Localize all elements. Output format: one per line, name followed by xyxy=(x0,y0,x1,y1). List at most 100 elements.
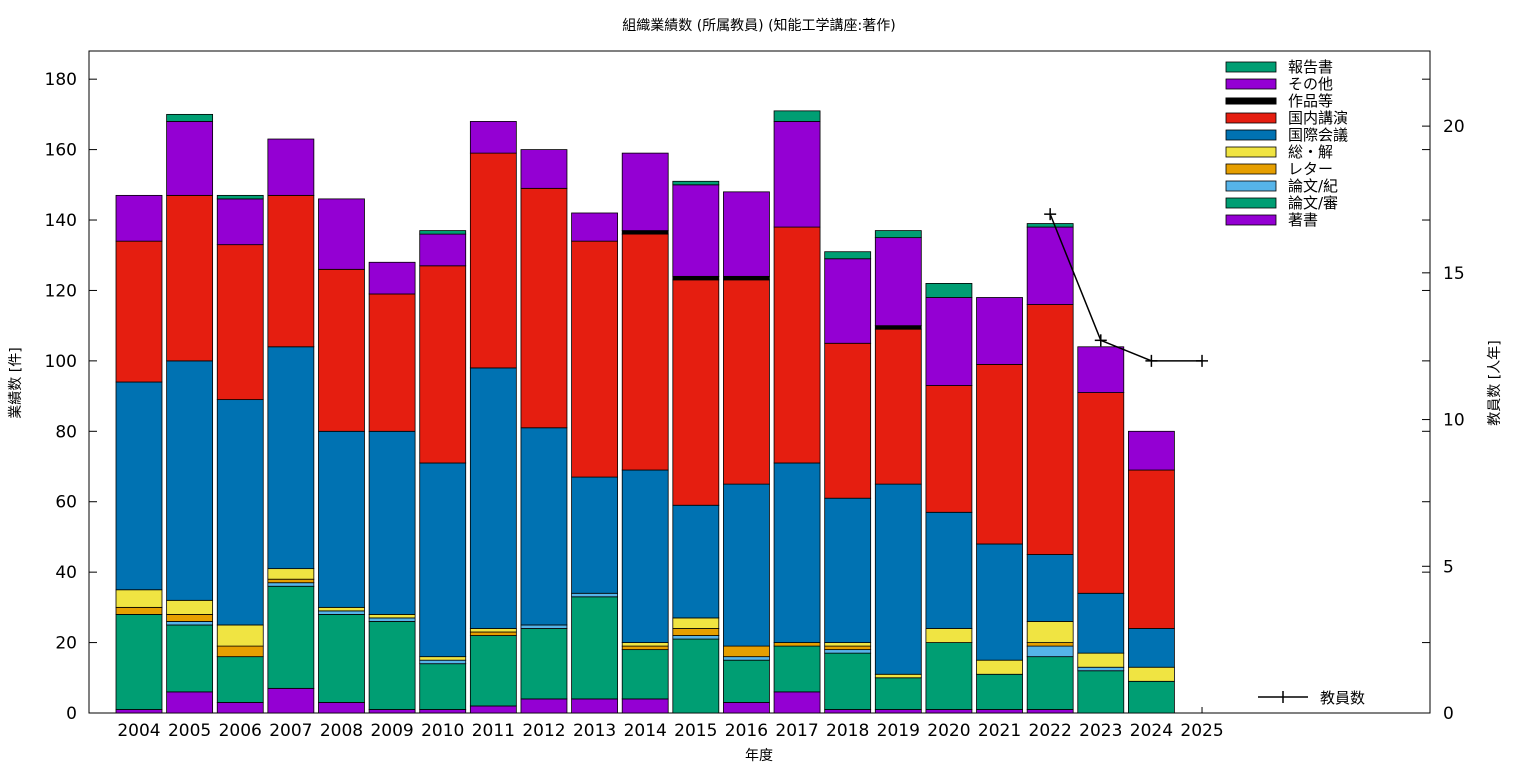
x-tick-label: 2024 xyxy=(1130,721,1173,741)
bar-segment-8 xyxy=(874,325,922,330)
bar-segment-1 xyxy=(1026,709,1074,714)
y-tick-label: 0 xyxy=(66,704,77,724)
bar-segment-10 xyxy=(672,180,720,186)
x-tick-label: 2021 xyxy=(978,721,1021,741)
legend-label: 論文/審 xyxy=(1288,194,1338,212)
y-tick-label: 60 xyxy=(55,493,77,513)
bar-segment-9 xyxy=(1077,346,1125,393)
legend-label: 報告書 xyxy=(1288,58,1333,76)
bar-segment-1 xyxy=(824,709,872,714)
bar-segment-9 xyxy=(1128,430,1175,471)
bar-segment-3 xyxy=(368,617,416,622)
x-tick-label: 2016 xyxy=(725,721,768,741)
bar-segment-2 xyxy=(672,638,720,714)
legend-swatch xyxy=(1225,197,1277,209)
bar-segment-4 xyxy=(166,614,214,622)
line-series xyxy=(1049,213,1203,362)
bar-segment-1 xyxy=(318,702,365,714)
bar-segment-9 xyxy=(368,261,416,295)
bar-segment-9 xyxy=(874,237,922,327)
legend-label: 作品等 xyxy=(1288,92,1333,110)
bar-segment-1 xyxy=(115,709,163,714)
bar-segment-6 xyxy=(925,511,973,629)
bar-segment-2 xyxy=(571,596,618,700)
legend-label: 国内講演 xyxy=(1288,109,1348,127)
legend-label: 著書 xyxy=(1288,211,1318,229)
x-tick-label: 2012 xyxy=(522,721,565,741)
bar-segment-10 xyxy=(419,230,467,235)
bar-segment-3 xyxy=(1077,666,1125,672)
bar-segment-7 xyxy=(115,240,163,383)
bar-segment-7 xyxy=(216,244,264,401)
bar-segment-5 xyxy=(166,599,214,615)
bar-segment-5 xyxy=(368,614,416,619)
bar-segment-8 xyxy=(621,230,669,235)
bar-segment-5 xyxy=(874,673,922,679)
bar-segment-7 xyxy=(267,194,315,348)
x-tick-label: 2020 xyxy=(927,721,970,741)
bar-segment-6 xyxy=(419,462,467,658)
bar-segment-7 xyxy=(773,226,821,464)
legend-swatch xyxy=(1225,112,1277,124)
bar-segment-7 xyxy=(1026,304,1074,555)
chart-title: 組織業績数 (所属教員) (知能工学講座:著作) xyxy=(622,17,895,34)
bar-segment-4 xyxy=(672,628,720,636)
y-axis-label: 業績数 [件] xyxy=(8,347,24,418)
bar-segment-1 xyxy=(773,691,821,714)
y-tick-label: 160 xyxy=(45,141,77,161)
x-tick-label: 2013 xyxy=(573,721,616,741)
bar-segment-10 xyxy=(824,251,872,260)
bar-segment-2 xyxy=(1077,670,1125,714)
y-tick-label: 20 xyxy=(55,634,77,654)
bar-segment-7 xyxy=(925,385,973,513)
x-tick-label: 2011 xyxy=(472,721,515,741)
bar-segment-1 xyxy=(368,709,416,714)
bar-segment-4 xyxy=(469,631,517,636)
bar-segment-2 xyxy=(419,663,467,710)
bar-segment-2 xyxy=(520,628,568,700)
bar-segment-9 xyxy=(267,138,315,196)
y2-tick-label: 10 xyxy=(1443,411,1465,431)
bar-segment-3 xyxy=(520,624,568,629)
bar-segment-2 xyxy=(621,649,669,700)
bar-segment-9 xyxy=(773,121,821,228)
bar-segment-4 xyxy=(723,645,770,658)
x-tick-label: 2006 xyxy=(219,721,262,741)
y2-tick-label: 15 xyxy=(1443,264,1465,284)
bar-segment-6 xyxy=(469,367,517,629)
bar-segment-3 xyxy=(571,592,618,598)
bar-segment-9 xyxy=(1026,226,1074,305)
bar-segment-5 xyxy=(925,628,973,643)
bar-segment-2 xyxy=(469,635,517,707)
bar-segment-8 xyxy=(723,275,770,281)
bar-segment-7 xyxy=(318,268,365,432)
bar-segment-1 xyxy=(419,709,467,714)
legend-label: 教員数 xyxy=(1320,689,1365,707)
bar-segment-1 xyxy=(267,687,315,714)
bar-segment-2 xyxy=(824,652,872,710)
bar-segment-10 xyxy=(773,110,821,122)
bar-segment-5 xyxy=(469,628,517,633)
bar-segment-7 xyxy=(621,233,669,471)
bar-segment-6 xyxy=(621,469,669,643)
legend-swatch xyxy=(1225,78,1277,90)
bar-segment-6 xyxy=(571,476,618,594)
bar-segment-7 xyxy=(571,240,618,478)
bar-segment-9 xyxy=(166,121,214,196)
x-tick-label: 2007 xyxy=(269,721,312,741)
bar-segment-7 xyxy=(166,194,214,362)
bar-segment-2 xyxy=(773,645,821,693)
bar-segment-6 xyxy=(723,483,770,647)
bar-segment-9 xyxy=(318,198,365,270)
x-tick-label: 2025 xyxy=(1180,721,1223,741)
bar-segment-10 xyxy=(216,194,264,200)
bar-segment-4 xyxy=(267,578,315,584)
legend-swatch xyxy=(1225,163,1277,175)
bar-segment-10 xyxy=(925,283,973,298)
legend-swatch xyxy=(1225,146,1277,158)
bar-segment-5 xyxy=(419,656,467,661)
bar-segment-2 xyxy=(368,621,416,710)
bar-segment-6 xyxy=(166,360,214,601)
bar-segment-2 xyxy=(874,677,922,710)
